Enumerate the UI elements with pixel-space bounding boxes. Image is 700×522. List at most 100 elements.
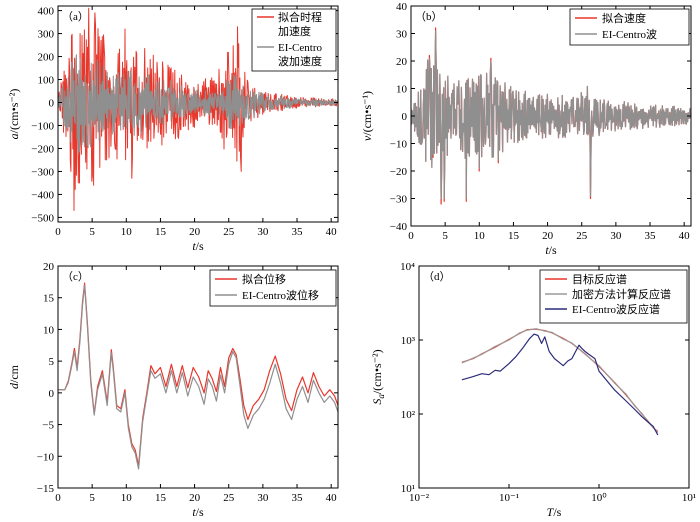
x-tick-label: 20	[542, 230, 554, 242]
x-tick-label: 30	[257, 492, 269, 504]
y-tick-label: 0	[49, 388, 55, 400]
x-tick-label: 20	[189, 226, 201, 238]
x-tick-label: 10⁻¹	[499, 492, 519, 504]
series-line-2	[58, 54, 338, 155]
legend-box	[569, 8, 690, 46]
y-tick-label: 15	[43, 293, 55, 305]
x-tick-label: 5	[89, 226, 95, 238]
y-tick-label: 0	[49, 98, 55, 110]
x-tick-label: 5	[442, 230, 448, 242]
x-tick-label: 20	[189, 492, 201, 504]
y-tick-label: −5	[42, 420, 54, 432]
y-tick-label: 10³	[401, 335, 416, 347]
x-tick-label: 40	[326, 492, 338, 504]
series-line-2	[411, 30, 691, 200]
series-line-2	[461, 328, 659, 433]
x-tick-label: 10⁰	[591, 492, 607, 504]
series-line-1	[58, 7, 338, 211]
y-axis-label: d/cm	[7, 364, 21, 389]
y-axis-label: v/(cm•s⁻¹)	[360, 91, 374, 141]
y-tick-label: −400	[31, 189, 54, 201]
legend-box	[251, 8, 337, 72]
y-tick-label: 10²	[401, 409, 416, 421]
x-tick-label: 10	[474, 230, 486, 242]
series-line-1	[58, 282, 338, 467]
legend-label: 拟合时程	[278, 10, 322, 24]
x-tick-label: 35	[292, 492, 304, 504]
series-group	[461, 328, 659, 436]
x-tick-label: 25	[576, 230, 588, 242]
legend-label: EI-Centro	[278, 42, 322, 54]
x-tick-label: 15	[155, 492, 167, 504]
x-tick-label: 15	[508, 230, 520, 242]
legend-label: 加速度	[278, 24, 311, 38]
y-tick-label: −100	[31, 120, 54, 132]
x-tick-label: 10⁻²	[409, 492, 430, 504]
legend-label: 拟合位移	[242, 272, 286, 286]
x-axis-label: t/s	[192, 505, 204, 519]
y-tick-label: −20	[390, 166, 408, 178]
y-tick-label: −15	[37, 483, 55, 495]
x-tick-label: 10¹	[682, 492, 696, 504]
plot-frame	[57, 5, 339, 223]
y-tick-label: −500	[31, 212, 54, 224]
x-tick-label: 40	[326, 226, 338, 238]
y-tick-label: 5	[49, 356, 55, 368]
x-axis-label: t/s	[192, 239, 204, 253]
x-tick-label: 30	[257, 226, 269, 238]
y-tick-label: 200	[38, 52, 55, 64]
legend-label: EI-Centro波反应谱	[572, 302, 660, 316]
y-tick-label: −40	[390, 221, 408, 233]
x-tick-label: 0	[408, 230, 414, 242]
y-tick-label: 10	[43, 324, 55, 336]
legend-label: 拟合速度	[602, 11, 646, 25]
y-tick-label: 10¹	[401, 483, 415, 495]
plot-frame	[418, 265, 690, 489]
x-tick-label: 5	[89, 492, 95, 504]
x-tick-label: 10	[121, 492, 133, 504]
series-line-1	[461, 328, 659, 432]
y-tick-label: 40	[396, 1, 408, 13]
plot-frame	[57, 265, 339, 489]
y-tick-label: 20	[396, 56, 408, 68]
y-tick-label: 300	[38, 29, 55, 41]
x-tick-label: 25	[223, 226, 235, 238]
y-axis-label: Sa/(cm•s⁻²)	[370, 349, 386, 404]
y-tick-label: 20	[43, 261, 55, 273]
y-tick-label: 100	[38, 75, 55, 87]
x-tick-label: 35	[292, 226, 304, 238]
series-group	[411, 27, 691, 205]
x-tick-label: 40	[679, 230, 691, 242]
series-line-2	[58, 284, 338, 470]
legend-label: 目标反应谱	[572, 272, 627, 286]
y-tick-label: 0	[402, 111, 408, 123]
y-tick-label: 10⁴	[400, 261, 415, 273]
x-tick-label: 30	[610, 230, 622, 242]
series-line-3	[461, 333, 659, 436]
legend-label: EI-Centro波	[602, 28, 657, 41]
chart-panel-d: 10⁻² 10⁻¹ 10⁰ 10¹ 10⁴ 10³ 10² 10¹ T/s Sa/(cm•s⁻²)…	[370, 261, 696, 519]
y-tick-label: 400	[38, 6, 55, 18]
x-tick-label: 25	[223, 492, 235, 504]
x-axis-label: t/s	[545, 243, 557, 257]
x-tick-label: 15	[155, 226, 167, 238]
panel-tag: （c）	[62, 270, 89, 283]
x-tick-label: 0	[55, 492, 61, 504]
y-tick-label: −10	[390, 139, 408, 151]
y-tick-label: 30	[396, 29, 408, 41]
legend-label: EI-Centro波位移	[242, 288, 319, 302]
x-tick-label: 0	[55, 226, 61, 238]
series-group	[58, 7, 338, 211]
y-tick-label: −300	[31, 166, 54, 178]
panel-tag: （a）	[62, 10, 89, 23]
y-tick-label: −200	[31, 143, 54, 155]
legend-box	[209, 269, 337, 307]
legend-label: 加密方法计算反应谱	[572, 287, 671, 301]
panel-tag: （b）	[415, 10, 443, 23]
x-tick-label: 10	[121, 226, 133, 238]
x-axis-label: T/s	[547, 505, 562, 519]
legend-label: 波加速度	[278, 54, 322, 68]
chart-panel-b: 0 5 10 15 20 25 30 35 40 40 30 20 10 0 −10 −20 −30 −40 t/s…	[360, 1, 692, 257]
panel-tag: （d）	[423, 270, 451, 283]
x-tick-label: 35	[645, 230, 657, 242]
